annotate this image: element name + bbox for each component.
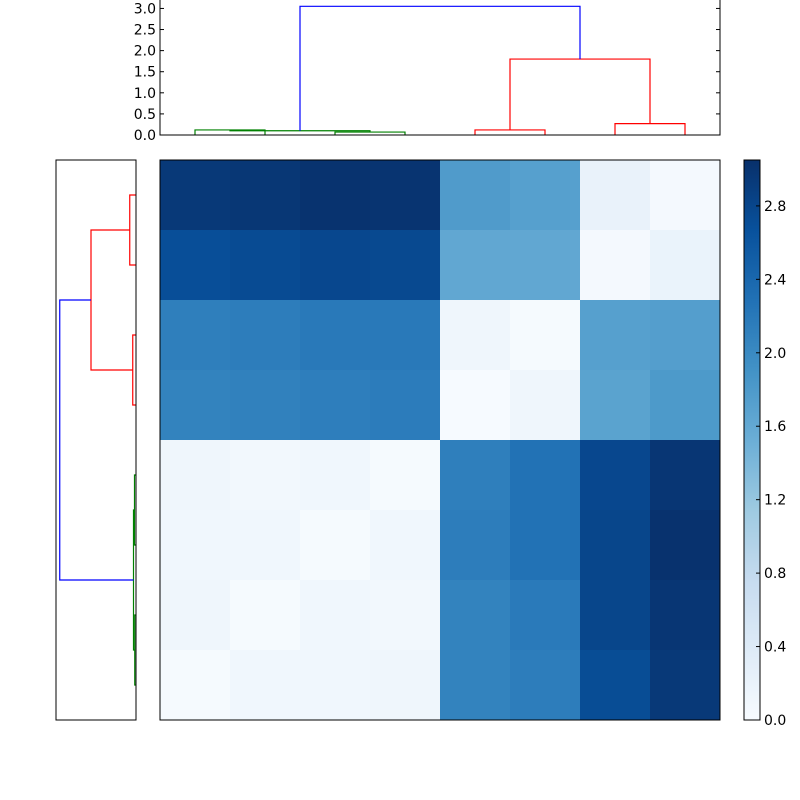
top-dendrogram-link-5 <box>509 58 651 130</box>
heatmap-cell-r6-c0 <box>160 580 231 651</box>
colorbar: 0.0 0.4 0.8 1.2 1.6 2.0 2.4 2.8 <box>743 159 786 729</box>
left-dendrogram-frame <box>55 159 137 721</box>
heatmap-cell-r6-c6 <box>580 580 651 651</box>
heatmap-cell-r7-c7 <box>650 650 721 721</box>
heatmap-cell-r6-c2 <box>300 580 371 651</box>
heatmap-cell-r7-c1 <box>230 650 301 721</box>
heatmap <box>159 159 721 721</box>
heatmap-cell-r2-c6 <box>580 300 651 371</box>
heatmap-cell-r4-c5 <box>510 440 581 511</box>
heatmap-cell-r4-c7 <box>650 440 721 511</box>
heatmap-cell-r2-c7 <box>650 300 721 371</box>
top-dendrogram-frame <box>159 0 721 136</box>
colorbar-tick-label: 0.0 <box>764 713 786 729</box>
heatmap-cell-r1-c7 <box>650 230 721 301</box>
heatmap-cell-r1-c0 <box>160 230 231 301</box>
heatmap-cell-r6-c4 <box>440 580 511 651</box>
colorbar-tick-label: 2.4 <box>764 272 786 288</box>
heatmap-cell-r0-c1 <box>230 160 301 231</box>
left-dendrogram-link-2 <box>90 229 133 371</box>
heatmap-cell-r1-c4 <box>440 230 511 301</box>
heatmap-cell-r5-c6 <box>580 510 651 581</box>
heatmap-cell-r3-c2 <box>300 370 371 441</box>
top-dendrogram-ytick-label: 1.5 <box>134 65 156 81</box>
top-dendrogram-ytick-label: 3.0 <box>134 1 156 17</box>
colorbar-tick-label: 1.2 <box>764 493 786 509</box>
heatmap-cell-r2-c4 <box>440 300 511 371</box>
top-dendrogram-link-1 <box>334 131 406 135</box>
colorbar-tick-label: 1.6 <box>764 419 786 435</box>
left-dendrogram-link-6 <box>59 299 134 581</box>
heatmap-cell-r2-c0 <box>160 300 231 371</box>
colorbar-gradient <box>744 160 760 720</box>
heatmap-cell-r2-c3 <box>370 300 441 371</box>
heatmap-cell-r1-c3 <box>370 230 441 301</box>
top-dendrogram-ytick-label: 2.5 <box>134 23 156 39</box>
heatmap-cell-r6-c3 <box>370 580 441 651</box>
heatmap-cell-r3-c7 <box>650 370 721 441</box>
heatmap-cell-r0-c7 <box>650 160 721 231</box>
colorbar-tick-label: 0.8 <box>764 566 786 582</box>
heatmap-cell-r6-c5 <box>510 580 581 651</box>
heatmap-cell-r1-c1 <box>230 230 301 301</box>
heatmap-cell-r4-c1 <box>230 440 301 511</box>
top-dendrogram: 0.0 0.5 1.0 1.5 2.0 2.5 3.0 <box>134 0 721 144</box>
heatmap-cell-r1-c2 <box>300 230 371 301</box>
top-dendrogram-link-3 <box>474 129 546 135</box>
heatmap-cell-r6-c7 <box>650 580 721 651</box>
heatmap-cell-r0-c5 <box>510 160 581 231</box>
heatmap-cell-r4-c0 <box>160 440 231 511</box>
heatmap-cell-r5-c5 <box>510 510 581 581</box>
heatmap-cell-r1-c6 <box>580 230 651 301</box>
colorbar-tick-label: 2.8 <box>764 199 786 215</box>
heatmap-cell-r1-c5 <box>510 230 581 301</box>
heatmap-cell-r0-c0 <box>160 160 231 231</box>
heatmap-cell-r5-c1 <box>230 510 301 581</box>
heatmap-cell-r7-c0 <box>160 650 231 721</box>
heatmap-cell-r5-c4 <box>440 510 511 581</box>
heatmap-cell-r3-c4 <box>440 370 511 441</box>
colorbar-frame <box>743 159 761 721</box>
heatmap-cell-r7-c4 <box>440 650 511 721</box>
heatmap-cell-r2-c5 <box>510 300 581 371</box>
heatmap-cell-r3-c6 <box>580 370 651 441</box>
heatmap-cell-r4-c2 <box>300 440 371 511</box>
heatmap-cell-r7-c2 <box>300 650 371 721</box>
heatmap-cell-r2-c2 <box>300 300 371 371</box>
heatmap-frame <box>159 159 721 721</box>
left-dendrogram-link-0 <box>129 194 136 266</box>
heatmap-cell-r7-c3 <box>370 650 441 721</box>
top-dendrogram-ytick-label: 1.0 <box>134 86 156 102</box>
heatmap-cell-r0-c6 <box>580 160 651 231</box>
colorbar-tick-label: 0.4 <box>764 640 786 656</box>
heatmap-cell-r7-c5 <box>510 650 581 721</box>
heatmap-cell-r4-c3 <box>370 440 441 511</box>
heatmap-cell-r0-c3 <box>370 160 441 231</box>
heatmap-cell-r3-c3 <box>370 370 441 441</box>
heatmap-cell-r0-c2 <box>300 160 371 231</box>
heatmap-cell-r5-c2 <box>300 510 371 581</box>
top-dendrogram-link-4 <box>614 123 686 135</box>
colorbar-tick-label: 2.0 <box>764 346 786 362</box>
heatmap-cell-r4-c4 <box>440 440 511 511</box>
heatmap-cell-r0-c4 <box>440 160 511 231</box>
top-dendrogram-ytick-label: 0.5 <box>134 107 156 123</box>
heatmap-cell-r6-c1 <box>230 580 301 651</box>
heatmap-cell-r3-c1 <box>230 370 301 441</box>
heatmap-cell-r2-c1 <box>230 300 301 371</box>
heatmap-cell-r5-c7 <box>650 510 721 581</box>
heatmap-cell-r3-c5 <box>510 370 581 441</box>
heatmap-cell-r4-c6 <box>580 440 651 511</box>
heatmap-cell-r5-c0 <box>160 510 231 581</box>
heatmap-cell-r5-c3 <box>370 510 441 581</box>
left-dendrogram <box>55 159 137 721</box>
top-dendrogram-ytick-label: 2.0 <box>134 44 156 60</box>
top-dendrogram-ytick-label: 0.0 <box>134 128 156 144</box>
heatmap-cell-r7-c6 <box>580 650 651 721</box>
top-dendrogram-link-6 <box>299 5 581 131</box>
heatmap-cell-r3-c0 <box>160 370 231 441</box>
